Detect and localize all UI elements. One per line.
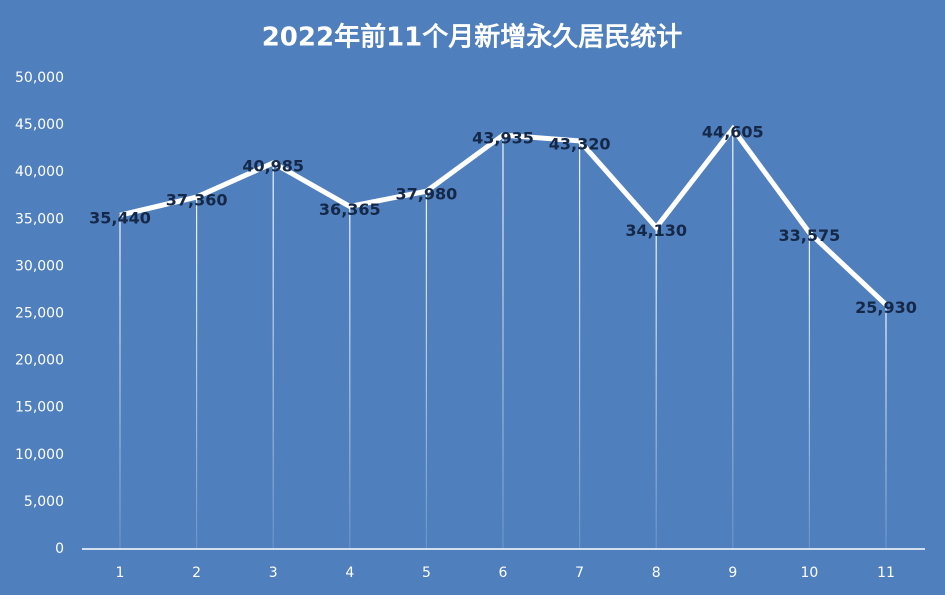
data-label: 43,935 bbox=[472, 129, 534, 148]
data-label: 37,980 bbox=[396, 185, 458, 204]
y-tick-label: 10,000 bbox=[15, 447, 64, 463]
x-tick-label: 4 bbox=[345, 565, 354, 581]
y-tick-label: 0 bbox=[55, 541, 64, 557]
y-tick-label: 20,000 bbox=[15, 353, 64, 369]
y-tick-label: 40,000 bbox=[15, 164, 64, 180]
y-tick-label: 45,000 bbox=[15, 117, 64, 133]
drop-line bbox=[502, 135, 504, 549]
drop-line bbox=[579, 140, 581, 549]
drop-line bbox=[349, 206, 351, 549]
x-tick-label: 8 bbox=[652, 565, 661, 581]
drop-line bbox=[655, 227, 657, 549]
x-tick-label: 6 bbox=[499, 565, 508, 581]
x-tick-label: 3 bbox=[269, 565, 278, 581]
data-label: 36,365 bbox=[319, 200, 381, 219]
y-tick-label: 5,000 bbox=[24, 494, 64, 510]
drop-line bbox=[808, 232, 810, 549]
data-label: 44,605 bbox=[702, 122, 764, 141]
x-tick-label: 2 bbox=[192, 565, 201, 581]
data-label: 40,985 bbox=[242, 156, 304, 175]
data-label: 33,575 bbox=[779, 226, 841, 245]
y-tick-label: 30,000 bbox=[15, 258, 64, 274]
drop-line bbox=[885, 304, 887, 549]
x-tick-label: 1 bbox=[116, 565, 125, 581]
drop-line bbox=[119, 215, 121, 549]
data-label: 43,320 bbox=[549, 134, 611, 153]
drop-line bbox=[732, 128, 734, 549]
x-tick-label: 7 bbox=[575, 565, 584, 581]
data-label: 25,930 bbox=[855, 298, 917, 317]
x-tick-label: 10 bbox=[800, 565, 818, 581]
y-tick-label: 15,000 bbox=[15, 400, 64, 416]
x-tick-label: 5 bbox=[422, 565, 431, 581]
drop-line bbox=[425, 191, 427, 549]
drop-line bbox=[196, 197, 198, 550]
y-tick-label: 50,000 bbox=[15, 70, 64, 86]
data-line bbox=[119, 124, 888, 307]
data-label: 37,360 bbox=[166, 191, 228, 210]
drop-line bbox=[272, 162, 274, 549]
data-label: 35,440 bbox=[89, 209, 151, 228]
x-tick-label: 11 bbox=[877, 565, 895, 581]
data-label: 34,130 bbox=[625, 221, 687, 240]
y-tick-label: 25,000 bbox=[15, 306, 64, 322]
y-tick-label: 35,000 bbox=[15, 211, 64, 227]
chart-title: 2022年前11个月新增永久居民统计 bbox=[262, 22, 683, 53]
x-tick-label: 9 bbox=[728, 565, 737, 581]
